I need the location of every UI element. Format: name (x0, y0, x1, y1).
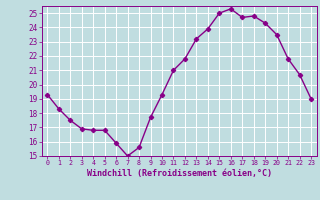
X-axis label: Windchill (Refroidissement éolien,°C): Windchill (Refroidissement éolien,°C) (87, 169, 272, 178)
